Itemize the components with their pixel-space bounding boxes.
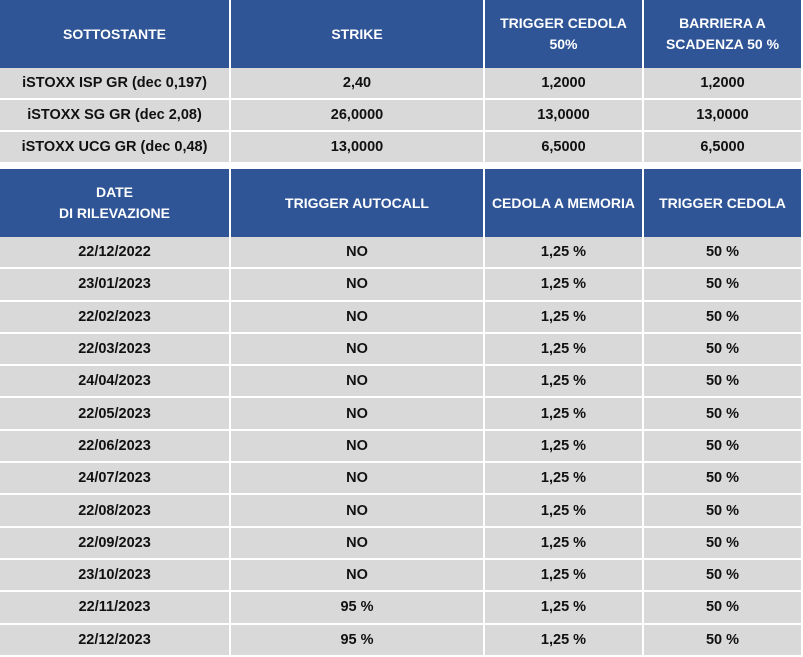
cell-date: 23/01/2023	[0, 268, 231, 302]
table-row: iSTOXX ISP GR (dec 0,197) 2,40 1,2000 1,200…	[0, 68, 801, 100]
cell-cedola: 1,25 %	[484, 591, 644, 625]
cell-cedola: 1,25 %	[484, 494, 644, 528]
cell-trigger-autocall: NO	[230, 429, 485, 464]
cell-cedola: 1,25 %	[484, 332, 644, 367]
header-sottostante: SOTTOSTANTE	[0, 0, 231, 68]
cell-trigger-autocall: NO	[230, 558, 485, 593]
cell-cedola: 1,25 %	[484, 300, 644, 334]
cell-barriera: 1,2000	[643, 68, 801, 100]
cell-date: 23/10/2023	[0, 558, 231, 593]
table-row: 23/10/2023 NO 1,25 % 50 %	[0, 558, 801, 593]
cell-strike: 26,0000	[230, 99, 485, 132]
cell-trigger-autocall: NO	[230, 300, 485, 334]
table-row: 22/12/2022 NO 1,25 % 50 %	[0, 237, 801, 270]
cell-date: 22/09/2023	[0, 526, 231, 560]
table-row: 22/06/2023 NO 1,25 % 50 %	[0, 429, 801, 464]
table-row: 24/04/2023 NO 1,25 % 50 %	[0, 365, 801, 399]
cell-date: 24/07/2023	[0, 462, 231, 496]
cell-cedola: 1,25 %	[484, 237, 644, 270]
cell-trigger-cedola: 6,5000	[484, 131, 644, 164]
cell-date: 22/02/2023	[0, 300, 231, 334]
cell-date: 22/12/2023	[0, 623, 231, 657]
table-row: 22/12/2023 95 % 1,25 % 50 %	[0, 623, 801, 657]
cell-cedola: 1,25 %	[484, 365, 644, 399]
cell-cedola: 1,25 %	[484, 526, 644, 560]
underlyings-body: iSTOXX ISP GR (dec 0,197) 2,40 1,2000 1,200…	[0, 68, 801, 164]
cell-trigger-cedola: 50 %	[643, 332, 801, 367]
table-row: 22/05/2023 NO 1,25 % 50 %	[0, 397, 801, 431]
cell-cedola: 1,25 %	[484, 462, 644, 496]
schedule-header-row: DATE DI RILEVAZIONE TRIGGER AUTOCALL CEDOL…	[0, 169, 801, 237]
header-barriera-scadenza: BARRIERA A SCADENZA 50 %	[643, 0, 801, 68]
cell-trigger-cedola: 50 %	[643, 623, 801, 657]
cell-date: 24/04/2023	[0, 365, 231, 399]
table-row: 22/08/2023 NO 1,25 % 50 %	[0, 494, 801, 528]
cell-date: 22/05/2023	[0, 397, 231, 431]
cell-date: 22/06/2023	[0, 429, 231, 464]
cell-trigger-autocall: NO	[230, 526, 485, 560]
header-trigger-autocall: TRIGGER AUTOCALL	[230, 169, 485, 237]
cell-trigger-cedola: 1,2000	[484, 68, 644, 100]
cell-trigger-cedola: 50 %	[643, 365, 801, 399]
table-row: 22/03/2023 NO 1,25 % 50 %	[0, 332, 801, 367]
cell-strike: 13,0000	[230, 131, 485, 164]
cell-trigger-cedola: 50 %	[643, 591, 801, 625]
cell-trigger-autocall: NO	[230, 332, 485, 367]
cell-date: 22/08/2023	[0, 494, 231, 528]
cell-trigger-cedola: 13,0000	[484, 99, 644, 132]
cell-barriera: 6,5000	[643, 131, 801, 164]
header-trigger-cedola: TRIGGER CEDOLA	[643, 169, 801, 237]
cell-trigger-autocall: NO	[230, 462, 485, 496]
schedule-table: DATE DI RILEVAZIONE TRIGGER AUTOCALL CEDOL…	[0, 169, 801, 657]
cell-trigger-autocall: 95 %	[230, 623, 485, 657]
cell-trigger-autocall: NO	[230, 268, 485, 302]
cell-date: 22/11/2023	[0, 591, 231, 625]
cell-trigger-cedola: 50 %	[643, 462, 801, 496]
cell-trigger-autocall: NO	[230, 237, 485, 270]
cell-strike: 2,40	[230, 68, 485, 100]
cell-trigger-cedola: 50 %	[643, 268, 801, 302]
table-row: 23/01/2023 NO 1,25 % 50 %	[0, 268, 801, 302]
cell-trigger-autocall: NO	[230, 397, 485, 431]
table-row: 22/02/2023 NO 1,25 % 50 %	[0, 300, 801, 334]
cell-trigger-cedola: 50 %	[643, 429, 801, 464]
cell-underlying: iSTOXX SG GR (dec 2,08)	[0, 99, 231, 132]
table-row: iSTOXX UCG GR (dec 0,48) 13,0000 6,5000 6,5…	[0, 131, 801, 164]
cell-trigger-cedola: 50 %	[643, 237, 801, 270]
cell-trigger-cedola: 50 %	[643, 526, 801, 560]
cell-cedola: 1,25 %	[484, 558, 644, 593]
cell-trigger-cedola: 50 %	[643, 494, 801, 528]
table-row: 24/07/2023 NO 1,25 % 50 %	[0, 462, 801, 496]
cell-trigger-autocall: 95 %	[230, 591, 485, 625]
cell-trigger-cedola: 50 %	[643, 300, 801, 334]
cell-trigger-autocall: NO	[230, 494, 485, 528]
cell-cedola: 1,25 %	[484, 623, 644, 657]
schedule-header: DATE DI RILEVAZIONE TRIGGER AUTOCALL CEDOL…	[0, 169, 801, 237]
underlyings-header-row: SOTTOSTANTE STRIKE TRIGGER CEDOLA 50% BARRI…	[0, 0, 801, 68]
header-date-rilevazione: DATE DI RILEVAZIONE	[0, 169, 231, 237]
cell-date: 22/03/2023	[0, 332, 231, 367]
table-row: 22/09/2023 NO 1,25 % 50 %	[0, 526, 801, 560]
cell-cedola: 1,25 %	[484, 268, 644, 302]
cell-underlying: iSTOXX UCG GR (dec 0,48)	[0, 131, 231, 164]
cell-barriera: 13,0000	[643, 99, 801, 132]
cell-cedola: 1,25 %	[484, 397, 644, 431]
underlyings-table: SOTTOSTANTE STRIKE TRIGGER CEDOLA 50% BARRI…	[0, 0, 801, 164]
cell-trigger-cedola: 50 %	[643, 397, 801, 431]
cell-cedola: 1,25 %	[484, 429, 644, 464]
table-row: iSTOXX SG GR (dec 2,08) 26,0000 13,0000 13,…	[0, 99, 801, 132]
underlyings-header: SOTTOSTANTE STRIKE TRIGGER CEDOLA 50% BARRI…	[0, 0, 801, 68]
header-trigger-cedola: TRIGGER CEDOLA 50%	[484, 0, 644, 68]
cell-trigger-cedola: 50 %	[643, 558, 801, 593]
cell-date: 22/12/2022	[0, 237, 231, 270]
schedule-body: 22/12/2022 NO 1,25 % 50 % 23/01/2023 NO 1,25 %…	[0, 237, 801, 657]
table-row: 22/11/2023 95 % 1,25 % 50 %	[0, 591, 801, 625]
cell-trigger-autocall: NO	[230, 365, 485, 399]
cell-underlying: iSTOXX ISP GR (dec 0,197)	[0, 68, 231, 100]
header-cedola-memoria: CEDOLA A MEMORIA	[484, 169, 644, 237]
header-strike: STRIKE	[230, 0, 485, 68]
